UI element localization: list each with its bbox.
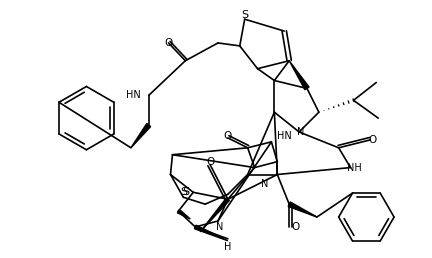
- Text: HN: HN: [277, 131, 292, 141]
- Polygon shape: [289, 61, 309, 90]
- Text: O: O: [291, 222, 299, 232]
- Text: S: S: [241, 10, 248, 20]
- Text: N: N: [297, 127, 305, 137]
- Text: O: O: [368, 135, 376, 145]
- Text: O: O: [165, 38, 173, 48]
- Text: O: O: [206, 157, 214, 167]
- Text: N: N: [216, 222, 224, 232]
- Text: NH: NH: [347, 163, 362, 173]
- Polygon shape: [288, 202, 317, 217]
- Polygon shape: [131, 124, 151, 148]
- Text: S: S: [180, 187, 187, 197]
- Polygon shape: [200, 198, 229, 232]
- Polygon shape: [177, 209, 190, 219]
- Text: O: O: [224, 131, 232, 141]
- Text: H: H: [224, 242, 232, 252]
- Text: N: N: [261, 179, 268, 189]
- Text: HN: HN: [126, 90, 141, 100]
- Polygon shape: [194, 225, 228, 241]
- Text: S: S: [182, 187, 189, 197]
